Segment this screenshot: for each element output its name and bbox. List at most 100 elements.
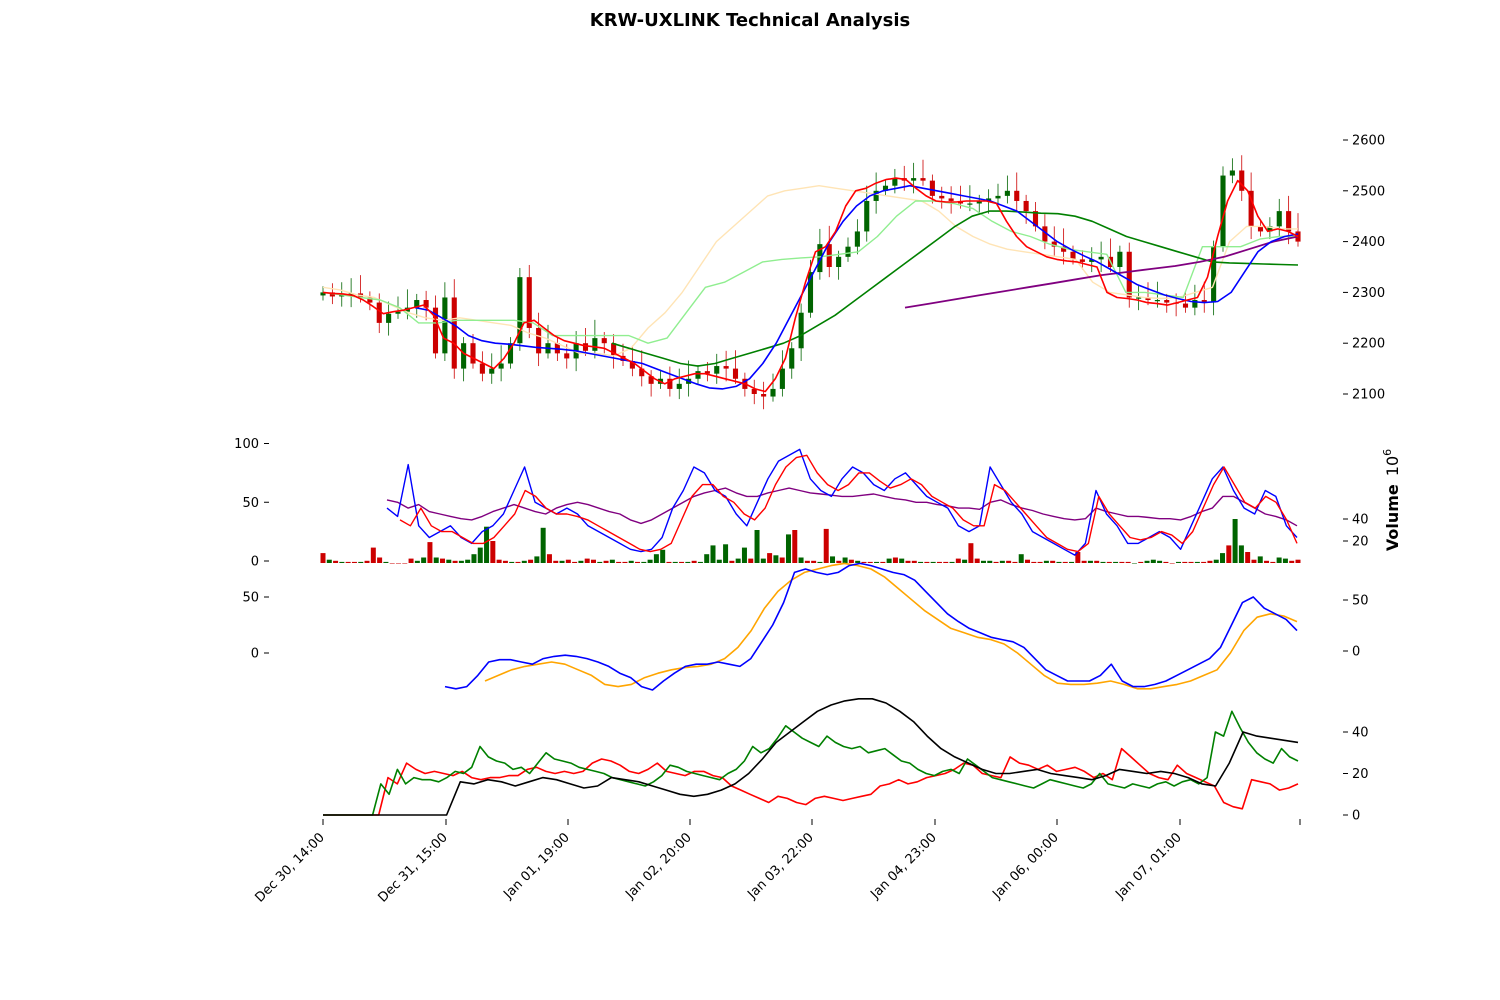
volume-bar bbox=[1037, 561, 1043, 563]
candle-down bbox=[1145, 297, 1151, 301]
candle-up bbox=[779, 368, 785, 389]
candle-down bbox=[1014, 190, 1020, 201]
volume-bar bbox=[440, 558, 446, 563]
volume-bar bbox=[842, 557, 848, 563]
volume-bar bbox=[962, 559, 968, 563]
candle-down bbox=[723, 366, 729, 369]
volume-bar bbox=[1207, 560, 1213, 563]
macd-line bbox=[444, 562, 1298, 691]
volume-bar bbox=[326, 559, 332, 563]
rsi-tick-label: 0 bbox=[251, 555, 259, 570]
volume-bar bbox=[672, 561, 678, 563]
volume-bar bbox=[1157, 560, 1163, 563]
candle-down bbox=[1239, 170, 1245, 191]
chart-title: KRW-UXLINK Technical Analysis bbox=[590, 10, 910, 31]
volume-bar bbox=[836, 560, 842, 563]
volume-bar bbox=[584, 558, 590, 563]
volume-bar bbox=[886, 558, 892, 563]
candle-down bbox=[432, 307, 439, 354]
volume-bar bbox=[760, 558, 766, 563]
volume-bar bbox=[1150, 559, 1156, 563]
volume-bar bbox=[1025, 559, 1031, 563]
volume-bar bbox=[748, 558, 754, 563]
volume-bar bbox=[1289, 560, 1295, 563]
volume-bar bbox=[1182, 561, 1188, 563]
candle-up bbox=[986, 198, 992, 201]
candle-down bbox=[1070, 251, 1076, 260]
volume-bar bbox=[1163, 561, 1169, 563]
candle-down bbox=[611, 343, 617, 356]
volume-bar bbox=[1119, 561, 1125, 563]
volume-bar bbox=[414, 560, 420, 563]
volume-bar bbox=[339, 561, 345, 563]
candle-down bbox=[1257, 226, 1264, 232]
candle-up bbox=[414, 300, 420, 308]
volume-bar bbox=[546, 554, 552, 563]
plus-di-line bbox=[323, 710, 1299, 816]
candle-down bbox=[948, 198, 954, 201]
volume-bar bbox=[773, 555, 779, 563]
volume-bar bbox=[1113, 561, 1119, 563]
candle-up bbox=[864, 200, 870, 232]
candle-up bbox=[1220, 175, 1226, 247]
volume-bar bbox=[433, 557, 439, 563]
candle-up bbox=[592, 338, 598, 351]
volume-bar bbox=[383, 561, 389, 563]
candle-up bbox=[1004, 190, 1010, 196]
volume-bar bbox=[565, 559, 571, 563]
volume-bar bbox=[679, 561, 685, 563]
x-tick-label: Jan 06, 00:00 bbox=[989, 830, 1061, 902]
candle-down bbox=[1248, 190, 1254, 227]
volume-bar bbox=[1075, 552, 1081, 563]
volume-bar bbox=[1144, 560, 1150, 563]
volume-bar bbox=[364, 560, 370, 563]
x-axis: Dec 30, 14:00 Dec 31, 15:00 Jan 01, 19:00 J… bbox=[252, 819, 1301, 906]
volume-bar bbox=[861, 561, 867, 563]
volume-bar bbox=[1213, 559, 1219, 563]
candle-down bbox=[1051, 241, 1057, 247]
volume-bar bbox=[320, 553, 326, 563]
volume-bar bbox=[785, 534, 791, 563]
candle-down bbox=[564, 353, 570, 359]
volume-bar bbox=[1087, 560, 1093, 563]
volume-bar bbox=[987, 560, 993, 563]
candle-up bbox=[770, 388, 776, 397]
volume-bar bbox=[1245, 552, 1251, 563]
candle-down bbox=[761, 394, 767, 397]
volume-bar bbox=[704, 554, 710, 563]
candle-up bbox=[1117, 251, 1123, 267]
candle-down bbox=[1032, 211, 1039, 227]
volume-bar bbox=[1012, 561, 1018, 563]
candle-up bbox=[854, 231, 860, 247]
volume-bar bbox=[905, 560, 911, 563]
volume-bar bbox=[1270, 561, 1276, 563]
volume-bar bbox=[1251, 559, 1257, 563]
volume-bar bbox=[421, 557, 427, 563]
volume-bar bbox=[1069, 561, 1075, 563]
volume-bar bbox=[735, 558, 741, 563]
volume-bar bbox=[1006, 560, 1012, 563]
rsi-tick-label: 100 bbox=[234, 437, 259, 452]
x-tick-label: Jan 04, 23:00 bbox=[867, 830, 939, 902]
volume-bar bbox=[1232, 519, 1238, 563]
volume-bar bbox=[1276, 557, 1282, 563]
volume-bar bbox=[1175, 561, 1181, 563]
volume-bar bbox=[358, 561, 364, 563]
candle-down bbox=[536, 327, 542, 354]
price-tick-label: 2400 bbox=[1352, 235, 1385, 250]
volume-bar bbox=[402, 563, 408, 564]
volume-bar bbox=[496, 559, 502, 563]
volume-bar bbox=[1188, 561, 1194, 563]
volume-bar bbox=[830, 556, 836, 563]
price-panel: 2100 2200 2300 2400 2500 2600 bbox=[320, 134, 1385, 410]
volume-bar bbox=[697, 561, 703, 563]
volume-bar bbox=[616, 561, 622, 563]
dmi-panel: 0 20 40 bbox=[323, 697, 1369, 824]
candle-up bbox=[1229, 170, 1235, 176]
volume-bar bbox=[1056, 561, 1062, 563]
volume-bar bbox=[1201, 561, 1207, 563]
candle-up bbox=[1136, 297, 1142, 299]
volume-bar bbox=[691, 560, 697, 563]
volume-bar bbox=[553, 560, 559, 563]
candle-down bbox=[1023, 200, 1029, 212]
